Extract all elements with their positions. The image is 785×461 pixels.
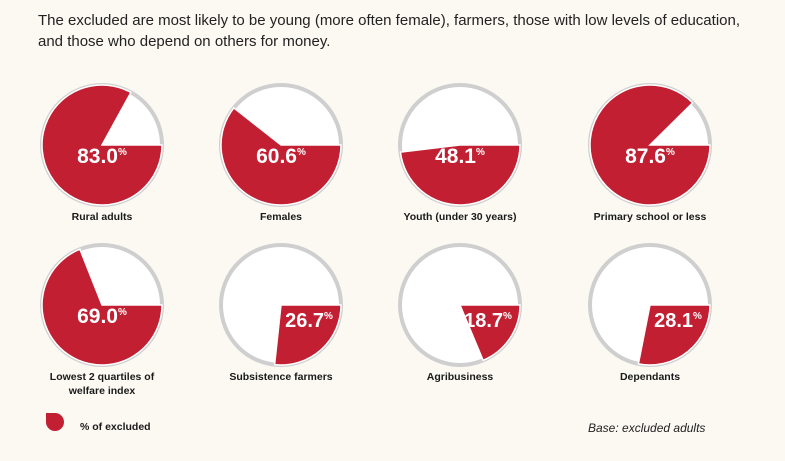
base-note: Base: excluded adults <box>588 421 706 435</box>
legend-swatch-icon <box>46 413 64 431</box>
pie-category-label: Primary school or less <box>593 211 707 223</box>
pie-category-label: Agribusiness <box>426 371 494 383</box>
pie-subsistence-farmers: 26.7% <box>219 243 343 367</box>
pie-rural-adults: 83.0% <box>40 83 164 207</box>
pie-value-label: 60.6% <box>256 145 306 168</box>
legend-label: % of excluded <box>80 421 151 433</box>
pie-youth-under-30-years: 48.1% <box>398 83 522 207</box>
pie-females: 60.6% <box>219 83 343 207</box>
chart-headline: The excluded are most likely to be young… <box>38 12 741 50</box>
pie-value-label: 48.1% <box>435 145 485 168</box>
pie-value-label: 18.7% <box>464 310 512 332</box>
pie-category-label: Females <box>259 211 303 223</box>
pie-agribusiness: 18.7% <box>398 243 522 367</box>
pie-slice-agribusiness <box>458 304 521 362</box>
pie-value-label: 87.6% <box>625 145 675 168</box>
pie-slice-primary-school-or-less <box>589 84 711 206</box>
pie-slice-youth-under-30-years <box>399 144 521 206</box>
pie-slice-dependants <box>637 304 711 366</box>
pie-value-label: 69.0% <box>77 305 127 328</box>
pie-value-label: 26.7% <box>285 310 333 332</box>
pie-dependants: 28.1% <box>588 243 712 367</box>
pie-category-label: Dependants <box>619 371 681 383</box>
pie-value-label: 83.0% <box>77 145 127 168</box>
pie-category-label: Subsistence farmers <box>229 371 333 383</box>
pie-lowest-2-quartiles-of-welfare-index: 69.0% <box>40 243 164 367</box>
pie-category-label: Youth (under 30 years) <box>403 211 517 223</box>
pie-slice-lowest-2-quartiles-of-welfare-index <box>41 248 163 366</box>
pie-value-label: 28.1% <box>654 310 702 332</box>
pie-slice-rural-adults <box>41 84 163 206</box>
pie-category-label: Rural adults <box>71 211 133 223</box>
pie-category-label: Lowest 2 quartiles of welfare index <box>49 371 155 397</box>
pie-primary-school-or-less: 87.6% <box>588 83 712 207</box>
pie-slice-females <box>220 106 342 206</box>
pie-slice-subsistence-farmers <box>273 304 342 366</box>
